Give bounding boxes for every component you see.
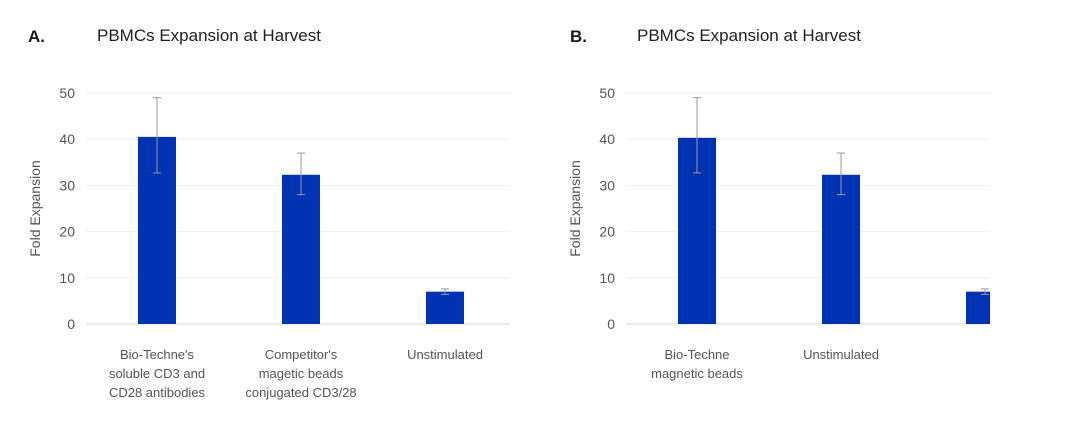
chart-a-category-label: CD28 antibodies bbox=[109, 385, 206, 400]
chart-a-category-label: conjugated CD3/28 bbox=[245, 385, 356, 400]
chart-b-svg: B. PBMCs Expansion at Harvest 0 10 20 30 40 50 F… bbox=[540, 0, 1080, 417]
chart-b-title: PBMCs Expansion at Harvest bbox=[637, 26, 861, 45]
chart-b-y-tick-label: 0 bbox=[607, 316, 615, 332]
chart-a-bar bbox=[282, 175, 320, 324]
chart-b-category-label: magnetic beads bbox=[651, 366, 743, 381]
chart-b-bar bbox=[822, 175, 860, 324]
chart-a-category-label: magetic beads bbox=[259, 366, 344, 381]
chart-a-category-label: Competitor's bbox=[265, 347, 338, 362]
chart-a-y-tick-label: 10 bbox=[59, 270, 75, 286]
chart-a-bar bbox=[426, 292, 464, 324]
chart-b-category-label: Bio-Techne bbox=[664, 347, 729, 362]
chart-a-y-tick-label: 20 bbox=[59, 224, 75, 240]
chart-panel-a: A. PBMCs Expansion at Harvest 0 10 20 30 40 50 F… bbox=[0, 0, 540, 417]
chart-b-y-tick-label: 10 bbox=[599, 270, 615, 286]
chart-a-category-label: Unstimulated bbox=[407, 347, 483, 362]
chart-b-category-label: Unstimulated bbox=[803, 347, 879, 362]
chart-b-y-tick-label: 20 bbox=[599, 224, 615, 240]
chart-a-y-tick-label: 0 bbox=[67, 316, 75, 332]
chart-a-y-tick-label: 30 bbox=[59, 177, 75, 193]
chart-b-bar bbox=[966, 292, 990, 324]
chart-a-category-label: soluble CD3 and bbox=[109, 366, 205, 381]
chart-a-category-label: Bio-Techne's bbox=[120, 347, 195, 362]
chart-b-y-tick-label: 30 bbox=[599, 177, 615, 193]
chart-b-y-axis-label: Fold Expansion bbox=[567, 160, 583, 257]
chart-a-panel-letter: A. bbox=[28, 27, 45, 46]
chart-a-y-tick-label: 40 bbox=[59, 131, 75, 147]
chart-a-title: PBMCs Expansion at Harvest bbox=[97, 26, 321, 45]
chart-b-y-tick-label: 50 bbox=[599, 85, 615, 101]
chart-a-y-axis-label: Fold Expansion bbox=[27, 160, 43, 257]
chart-a-y-tick-label: 50 bbox=[59, 85, 75, 101]
chart-b-panel-letter: B. bbox=[570, 27, 587, 46]
chart-a-svg: A. PBMCs Expansion at Harvest 0 10 20 30 40 50 F… bbox=[0, 0, 540, 417]
chart-panel-b: B. PBMCs Expansion at Harvest 0 10 20 30 40 50 F… bbox=[540, 0, 1080, 417]
chart-b-y-tick-label: 40 bbox=[599, 131, 615, 147]
